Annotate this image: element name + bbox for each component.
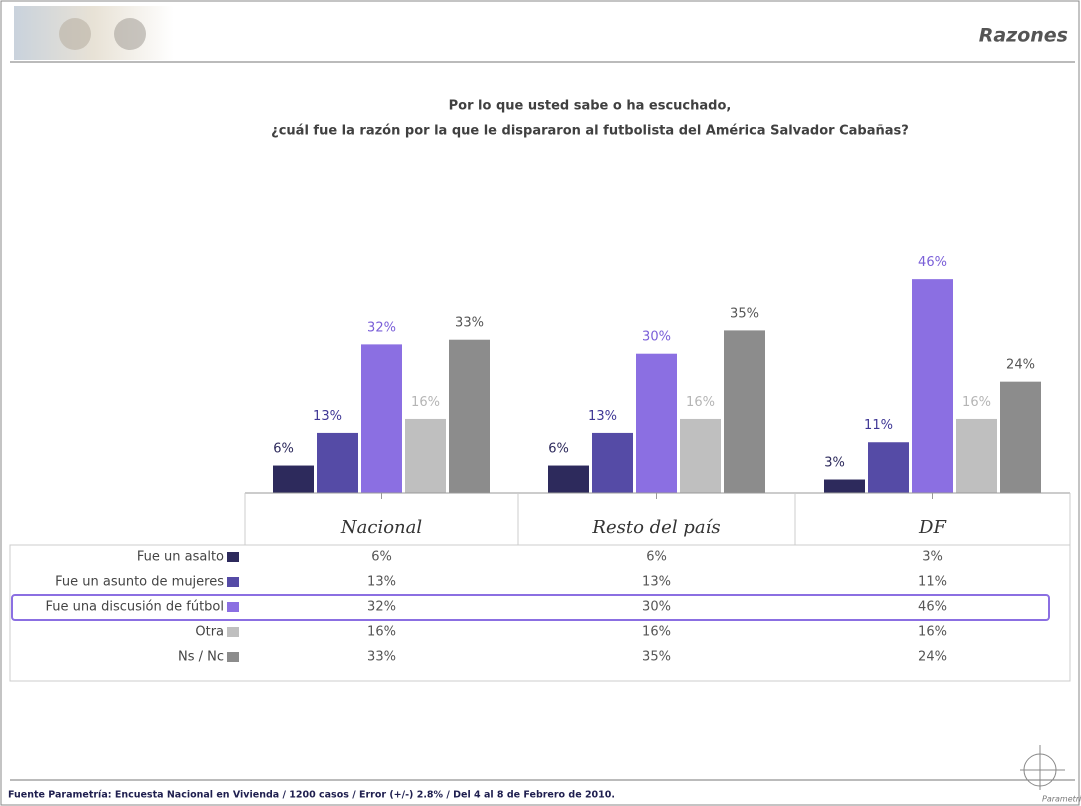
bar — [723, 329, 766, 494]
category-label: Nacional — [340, 517, 422, 538]
legend-swatch — [227, 602, 239, 612]
bar — [999, 380, 1042, 494]
source: Fuente Parametría: Encuesta Nacional en … — [8, 790, 615, 801]
bar — [272, 464, 315, 494]
legend-label: Fue una discusión de fútbol — [45, 600, 224, 615]
legend-label: Otra — [195, 625, 224, 640]
legend-swatch — [227, 652, 239, 662]
bar — [955, 417, 998, 494]
chart-title: Por lo que usted sabe o ha escuchado, — [449, 99, 732, 114]
category-label: DF — [918, 517, 947, 538]
table-cell: 16% — [367, 625, 396, 640]
bar — [404, 417, 447, 494]
bar — [823, 478, 866, 494]
table-cell: 13% — [367, 575, 396, 590]
value-label: 46% — [918, 255, 947, 270]
value-label: 11% — [864, 418, 893, 433]
bar — [591, 431, 634, 494]
table-cell: 13% — [642, 575, 671, 590]
legend-swatch — [227, 577, 239, 587]
table-cell: 24% — [918, 650, 947, 665]
header-image — [14, 6, 174, 60]
value-label: 13% — [588, 409, 617, 424]
legend-label: Fue un asunto de mujeres — [55, 575, 224, 590]
value-label: 24% — [1006, 358, 1035, 373]
value-label: 35% — [730, 306, 759, 321]
legend-label: Fue un asalto — [137, 550, 224, 565]
logo-text: Parametría — [1042, 795, 1081, 804]
bar — [679, 417, 722, 494]
value-label: 16% — [411, 395, 440, 410]
bar — [911, 278, 954, 494]
table-border — [9, 544, 1071, 682]
table-cell: 32% — [367, 600, 396, 615]
table-cell: 11% — [918, 575, 947, 590]
legend-swatch — [227, 552, 239, 562]
value-label: 3% — [824, 456, 845, 471]
value-label: 16% — [686, 395, 715, 410]
value-label: 6% — [548, 442, 569, 457]
bar — [448, 338, 491, 494]
table-cell: 16% — [642, 625, 671, 640]
table-cell: 35% — [642, 650, 671, 665]
value-label: 13% — [313, 409, 342, 424]
table-cell: 16% — [918, 625, 947, 640]
value-label: 6% — [273, 442, 294, 457]
table-cell: 6% — [646, 550, 667, 565]
value-label: 32% — [367, 320, 396, 335]
value-label: 16% — [962, 395, 991, 410]
highlight-box — [11, 594, 1050, 621]
bar — [635, 352, 678, 494]
header-image-figure — [59, 18, 91, 50]
table-cell: 3% — [922, 550, 943, 565]
section-title: Razones — [979, 25, 1068, 47]
bar — [360, 343, 403, 494]
value-label: 33% — [455, 316, 484, 331]
bar — [316, 431, 359, 494]
header-image-figure — [114, 18, 146, 50]
table-cell: 30% — [642, 600, 671, 615]
legend-swatch — [227, 627, 239, 637]
category-label: Resto del país — [591, 517, 720, 538]
bar — [547, 464, 590, 494]
table-cell: 33% — [367, 650, 396, 665]
table-cell: 6% — [371, 550, 392, 565]
legend-label: Ns / Nc — [178, 650, 224, 665]
bar — [867, 441, 910, 494]
value-label: 30% — [642, 330, 671, 345]
table-cell: 46% — [918, 600, 947, 615]
chart-subtitle: ¿cuál fue la razón por la que le dispara… — [271, 124, 909, 139]
